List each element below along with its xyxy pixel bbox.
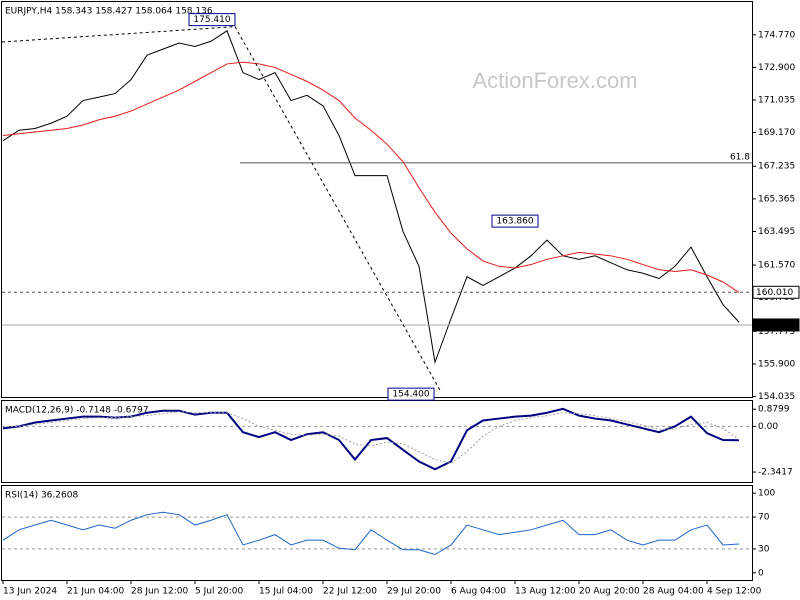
trend-line xyxy=(1,26,236,43)
x-tick-label: 4 Sep 12:00 xyxy=(707,587,762,597)
y-tick-label: 0.8799 xyxy=(758,405,790,415)
y-tick-label: 154.035 xyxy=(758,392,795,402)
level-box xyxy=(752,318,800,332)
rsi-title: RSI(14) 36.2608 xyxy=(5,491,78,501)
x-tick-label: 15 Jul 04:00 xyxy=(259,587,313,597)
level-box xyxy=(752,285,800,299)
x-tick-label: 28 Jun 12:00 xyxy=(131,587,188,597)
y-tick-label: 171.035 xyxy=(758,95,795,105)
y-tick-label: 30 xyxy=(758,544,770,554)
x-tick-label: 28 Aug 04:00 xyxy=(643,587,704,597)
x-tick-label: 20 Aug 20:00 xyxy=(579,587,640,597)
price-title: EURJPY,H4 158.343 158.427 158.064 158.13… xyxy=(5,7,213,17)
macd-panel xyxy=(1,400,753,483)
y-tick-label: 155.900 xyxy=(758,359,795,369)
y-tick-label: 163.495 xyxy=(758,227,795,237)
x-tick-label: 6 Aug 04:00 xyxy=(451,587,506,597)
y-tick-label: 161.570 xyxy=(758,261,795,271)
y-tick-label: 169.170 xyxy=(758,128,795,138)
annotation-box xyxy=(387,387,435,401)
y-tick-label: 167.235 xyxy=(758,162,795,172)
rsi-panel xyxy=(1,485,753,581)
x-tick-label: 13 Jun 2024 xyxy=(3,587,57,597)
annotation-label: 154.400 xyxy=(392,390,429,400)
x-tick-label: 5 Jul 20:00 xyxy=(195,587,244,597)
y-tick-label: -2.3417 xyxy=(758,468,793,478)
y-tick-label: 0 xyxy=(758,568,764,578)
x-tick-label: 13 Aug 12:00 xyxy=(515,587,576,597)
x-tick-label: 21 Jun 04:00 xyxy=(67,587,124,597)
level-label: 61.8 xyxy=(730,152,750,162)
series-line xyxy=(2,407,740,471)
y-tick-label: 70 xyxy=(758,513,770,523)
level-label: 158.136 xyxy=(756,320,793,330)
price-panel xyxy=(1,1,753,398)
annotation-box xyxy=(491,214,539,228)
y-tick-label: 172.900 xyxy=(758,63,795,73)
macd-title: MACD(12,26,9) -0.7148 -0.6797 xyxy=(5,406,149,416)
series-line xyxy=(2,30,740,365)
annotation-label: 175.410 xyxy=(193,15,230,25)
y-tick-label: 100 xyxy=(758,489,775,499)
x-tick-label: 22 Jul 12:00 xyxy=(323,587,377,597)
level-label: 160.010 xyxy=(756,288,793,298)
y-tick-label: 0.00 xyxy=(758,422,778,432)
y-tick-label: 174.770 xyxy=(758,30,795,40)
y-tick-label: 157.775 xyxy=(758,327,795,337)
series-line xyxy=(2,511,740,556)
y-tick-label: 165.365 xyxy=(758,194,795,204)
series-line xyxy=(2,61,740,293)
annotation-box xyxy=(188,13,236,27)
annotation-label: 163.860 xyxy=(496,217,533,227)
x-tick-label: 29 Jul 20:00 xyxy=(387,587,441,597)
watermark: ActionForex.com xyxy=(472,68,637,93)
